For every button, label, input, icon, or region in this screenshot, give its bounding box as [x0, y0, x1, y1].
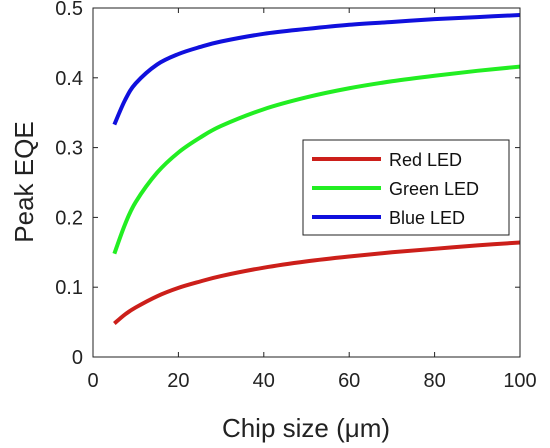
x-tick-label: 0	[87, 370, 98, 392]
x-tick-label: 80	[423, 370, 445, 392]
y-tick-label: 0.4	[55, 68, 83, 90]
x-tick-label: 60	[338, 370, 360, 392]
y-axis-label: Peak EQE	[9, 121, 39, 242]
y-tick-label: 0	[72, 347, 83, 369]
legend-label-green-led: Green LED	[389, 179, 479, 199]
y-tick-label: 0.5	[55, 0, 83, 20]
y-tick-label: 0.2	[55, 207, 83, 229]
series-layer	[112, 12, 521, 326]
x-tick-label: 40	[253, 370, 275, 392]
legend-items: Red LED Green LED Blue LED	[312, 150, 479, 228]
legend-label-blue-led: Blue LED	[389, 208, 465, 228]
ticks-layer: 0 20 40 60 80 100 0 0.1 0.2 0.3 0.4 0.5	[55, 0, 537, 392]
legend: Red LED Green LED Blue LED	[302, 139, 510, 236]
y-tick-label: 0.3	[55, 138, 83, 160]
y-tick-label: 0.1	[55, 277, 83, 299]
series-line-green-led	[112, 64, 521, 255]
x-axis-label: Chip size (μm)	[222, 413, 390, 443]
series-line-blue-led	[112, 12, 521, 126]
x-tick-label: 100	[503, 370, 536, 392]
series-line-red-led	[113, 240, 521, 326]
x-tick-label: 20	[167, 370, 189, 392]
legend-label-red-led: Red LED	[389, 150, 462, 170]
plot-frame	[92, 7, 521, 358]
